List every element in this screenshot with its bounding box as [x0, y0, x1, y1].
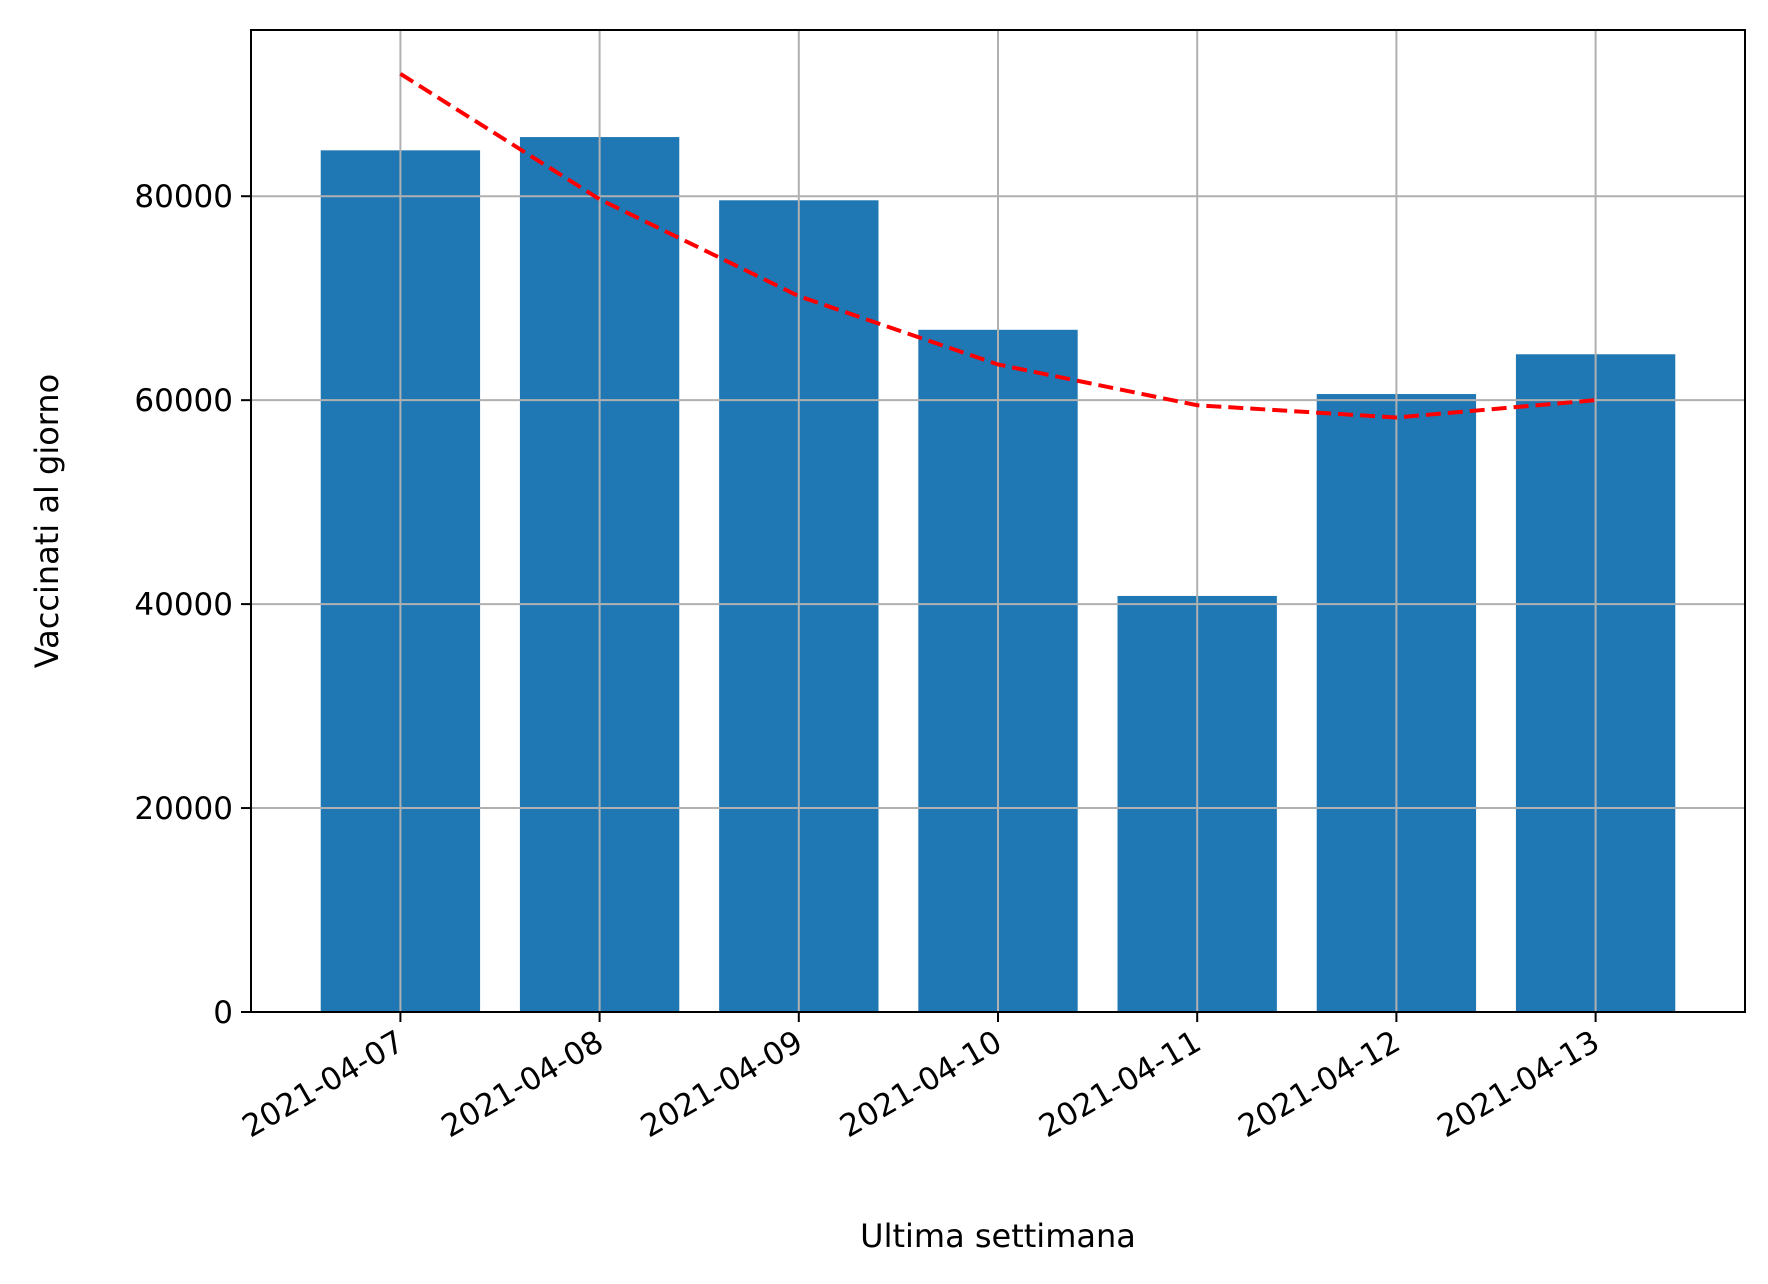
y-tick-label: 0: [213, 995, 233, 1031]
x-axis-label: Ultima settimana: [860, 1217, 1136, 1255]
y-axis-label: Vaccinati al giorno: [28, 374, 66, 669]
y-tick-label: 80000: [134, 179, 233, 215]
y-axis-ticks: 0 20000 40000 60000 80000: [134, 179, 251, 1031]
y-tick-label: 20000: [134, 791, 233, 827]
grid-lines: [251, 30, 1745, 1013]
y-tick-label: 60000: [134, 383, 233, 419]
trend-line-group: [399, 72, 1596, 420]
y-tick-label: 40000: [134, 587, 233, 623]
